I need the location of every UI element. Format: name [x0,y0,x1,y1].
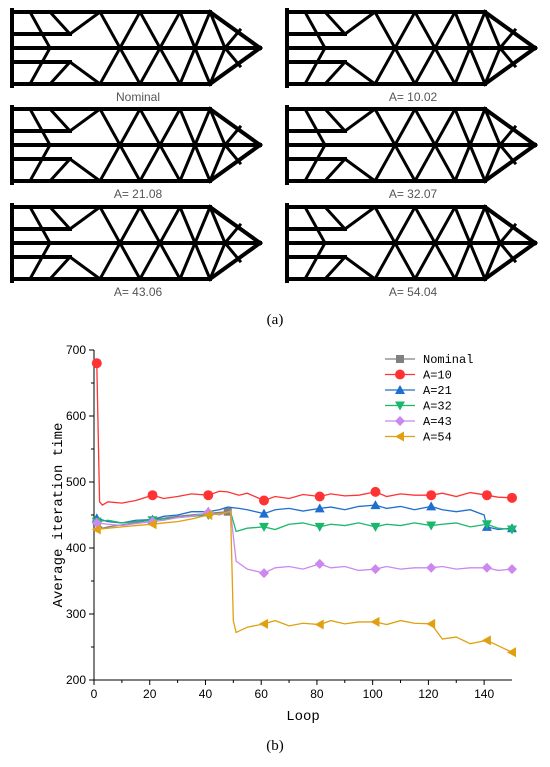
legend-item: A=54 [385,431,452,445]
y-tick-label: 500 [66,475,86,489]
legend-label: A=32 [423,400,452,414]
data-point [314,491,325,502]
subfigure-label-b: (b) [266,738,284,754]
x-tick-label: 140 [474,687,494,701]
data-point [314,619,324,630]
topology-structure-image [10,203,263,283]
data-point [481,635,491,646]
data-point [481,562,492,573]
panel-caption: A= 43.06 [113,285,163,299]
topology-panel-a32: A= 32.07 [285,105,541,205]
data-point [203,510,213,520]
topology-grid: Nominal A= 10.02 A= 21.08 A= 32.07 A= 43… [0,0,550,312]
legend-marker [396,355,404,363]
data-point [314,522,325,532]
legend-marker [395,385,405,394]
topology-panel-a21: A= 21.08 [10,105,266,205]
legend-label: A=43 [423,415,452,429]
data-point [258,522,269,532]
topology-structure-image [10,8,263,88]
data-point [507,564,517,575]
topology-structure-image [10,105,263,185]
data-point [481,490,492,501]
data-point [91,358,102,369]
topology-panel-a54: A= 54.04 [285,203,541,303]
series-A=10 [91,358,517,506]
series-line [96,510,513,533]
legend-item: A=10 [385,369,452,383]
data-point [507,647,516,658]
x-tick-label: 80 [310,687,324,701]
x-axis-label: Loop [286,709,320,725]
data-point [426,501,437,511]
panel-caption: A= 32.07 [388,187,438,201]
x-tick-label: 60 [255,687,269,701]
legend-label: A=10 [423,369,452,383]
topology-structure-image [285,203,538,283]
y-tick-label: 300 [66,607,86,621]
data-point [426,562,437,573]
x-tick-label: 40 [199,687,213,701]
legend-item: A=21 [385,384,452,398]
legend-marker [395,431,404,442]
data-point [481,520,492,530]
legend-item: A=32 [385,400,452,414]
topology-structure-image [285,105,538,185]
series-line [96,363,513,506]
data-point [370,500,381,510]
topology-panel-nominal: Nominal [10,8,266,108]
x-tick-label: 0 [91,687,98,701]
legend-label: A=54 [423,431,452,445]
data-point [147,519,157,530]
panel-caption: A= 10.02 [388,90,438,104]
legend-label: A=21 [423,384,452,398]
series-line [96,510,513,653]
data-point [426,618,436,629]
legend-label: Nominal [423,353,473,367]
data-point [258,495,269,506]
data-point [314,558,325,569]
y-tick-label: 400 [66,541,86,555]
y-tick-label: 600 [66,409,86,423]
x-tick-label: 120 [418,687,438,701]
series-line [96,510,513,574]
x-tick-label: 20 [143,687,157,701]
series-A=54 [91,510,516,658]
data-point [370,486,381,497]
data-point [426,521,437,531]
data-point [258,618,268,629]
legend-item: A=43 [385,415,452,429]
legend-marker [395,416,405,426]
data-point [507,492,517,503]
series-line [96,504,513,531]
data-point [507,525,517,535]
data-point [203,490,214,501]
data-point [314,503,325,513]
data-point [258,568,269,579]
data-point [370,522,381,532]
data-point [258,508,269,518]
legend-marker [395,401,405,411]
legend-marker [395,369,405,380]
data-point [370,564,381,575]
data-point [91,524,101,535]
x-tick-label: 100 [363,687,383,701]
topology-panel-a43: A= 43.06 [10,203,266,303]
panel-caption: A= 21.08 [113,187,163,201]
y-axis-label: Average iteration time [51,423,67,608]
data-point [426,490,437,501]
topology-panel-a10: A= 10.02 [285,8,541,108]
y-tick-label: 200 [66,673,86,687]
panel-caption: A= 54.04 [388,285,438,299]
y-tick-label: 700 [66,343,86,357]
iteration-time-chart: 0 20 40 60 80 100 120 140 200 300 400 500 600 700 Loop… [51,343,517,725]
topology-structure-image [285,8,538,88]
data-point [147,490,158,501]
legend-item: Nominal [385,353,473,367]
panel-caption: Nominal [115,90,160,104]
subfigure-label-a: (a) [266,312,284,328]
data-point [370,616,380,627]
